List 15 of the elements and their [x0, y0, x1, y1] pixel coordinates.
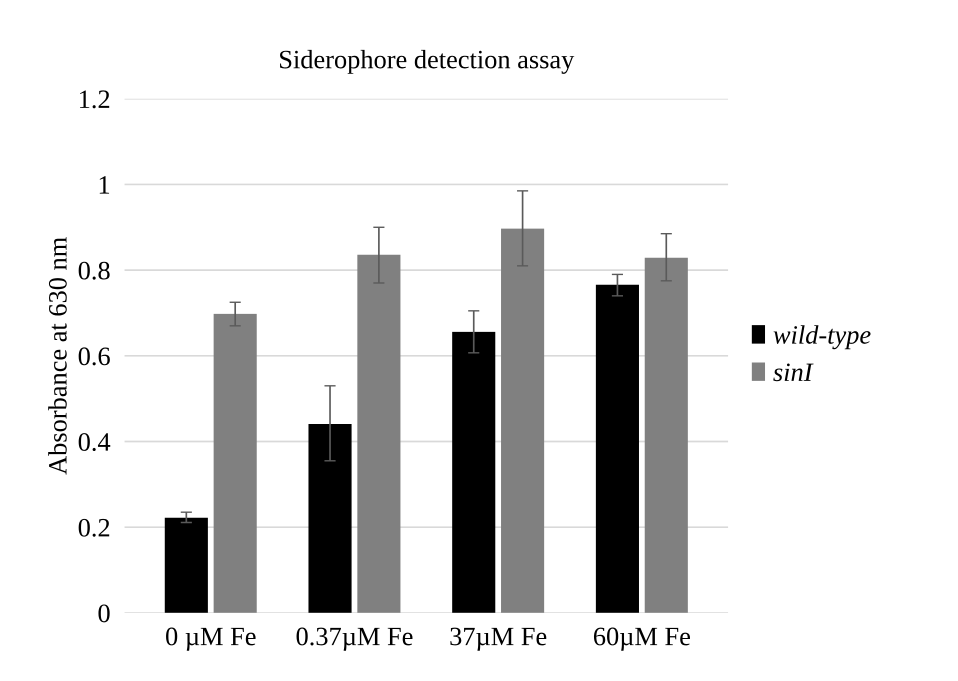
x-tick-label: 37µM Fe: [450, 628, 546, 651]
chart-title: Siderophore detection assay: [280, 50, 574, 74]
y-tick-label: 1.2: [80, 90, 110, 108]
x-tick-label: 60µM Fe: [594, 628, 690, 651]
y-tick-label: 0: [98, 604, 110, 622]
x-tick-label: 0 µM Fe: [166, 628, 256, 651]
y-tick-label: 0.6: [78, 347, 110, 366]
y-tick-label: 0.8: [78, 262, 110, 280]
y-tick-label: 0.2: [78, 518, 110, 537]
legend-label: wild-type: [774, 325, 871, 350]
legend-label: sinI: [773, 363, 814, 382]
y-axis-title: Absorbance at 630 nm: [48, 237, 67, 475]
x-tick-label: 0.37µM Fe: [296, 628, 412, 651]
y-tick-label: 0.4: [78, 433, 110, 452]
y-tick-label: 1: [100, 176, 110, 194]
